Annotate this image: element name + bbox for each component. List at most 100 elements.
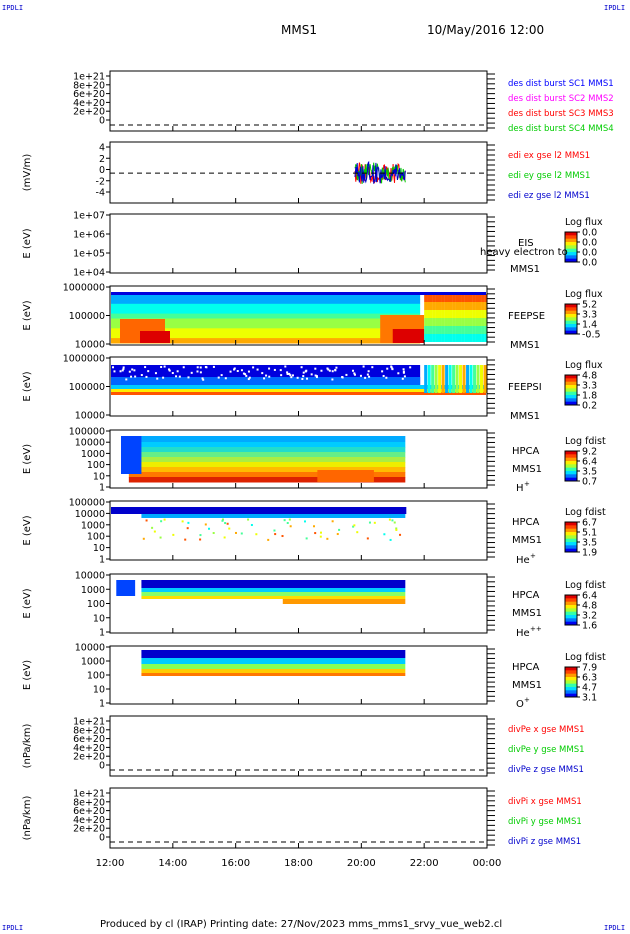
heatmap-gap	[386, 367, 389, 370]
colorbar-segment	[565, 525, 577, 530]
colorbar-segment	[565, 327, 577, 332]
heatmap-gap	[391, 368, 394, 371]
heatmap-band	[111, 507, 407, 514]
panel-frame	[109, 213, 488, 274]
heatmap-dot	[255, 533, 258, 536]
species-label: He	[516, 555, 530, 566]
colorbar-tick-label: 3.3	[582, 381, 597, 392]
instrument-label: EIS	[518, 238, 534, 249]
y-tick-label: 100	[87, 460, 105, 471]
heatmap-gap	[331, 370, 334, 373]
y-tick-label: 6e+20	[73, 734, 105, 745]
heatmap-gap	[212, 365, 215, 368]
y-axis-label: E (eV)	[22, 444, 33, 474]
heatmap-stripe	[478, 310, 482, 318]
colorbar-tick-label: 4.8	[582, 601, 597, 612]
heatmap-gap	[229, 370, 232, 373]
panel-hpca-o	[106, 645, 580, 705]
heatmap-dot	[153, 530, 156, 533]
colorbar-segment	[565, 454, 577, 459]
heatmap-stripe	[467, 294, 471, 302]
heatmap-stripe	[432, 334, 436, 342]
heatmap-gap	[199, 366, 202, 369]
heatmap-stripe	[478, 294, 482, 302]
y-tick-label: 100000	[69, 382, 105, 393]
heatmap-gap	[131, 368, 134, 371]
colorbar-frame	[564, 521, 578, 553]
instrument-label: FEEPSE	[508, 311, 545, 322]
y-tick-label: -2	[96, 176, 105, 187]
y-tick-label: 1000000	[63, 283, 105, 294]
heatmap-stripe	[424, 302, 428, 310]
heatmap-stripe	[478, 334, 482, 342]
y-tick-label: 1e+07	[73, 211, 105, 222]
colorbar-segment	[565, 375, 577, 379]
heatmap-dot	[353, 524, 356, 527]
heatmap-gap	[119, 370, 122, 373]
heatmap-gap	[286, 371, 289, 374]
heatmap-gap	[196, 370, 199, 373]
heatmap-stripe	[438, 334, 442, 342]
heatmap-gap	[156, 377, 159, 380]
heatmap-dot	[313, 525, 316, 528]
y-tick-label: 10000	[75, 509, 105, 520]
heatmap-band	[141, 580, 406, 588]
heatmap-gap	[113, 370, 116, 373]
heatmap-stripe	[449, 294, 453, 302]
x-tick-label: 12:00	[96, 858, 125, 869]
heatmap-top-edge	[111, 292, 486, 295]
heatmap-gap	[382, 374, 385, 377]
heatmap-stripe	[427, 302, 431, 310]
heatmap-gap	[245, 374, 248, 377]
heatmap-stripe	[435, 318, 439, 326]
panel-hpca-h	[106, 429, 580, 489]
heatmap-stripe	[429, 326, 433, 334]
legend-entry: des dist burst SC1 MMS1	[508, 79, 614, 89]
x-tick-label: 22:00	[410, 858, 439, 869]
heatmap-stripe	[484, 334, 488, 342]
heatmap-stripe	[458, 302, 462, 310]
page-title: MMS1	[281, 23, 317, 37]
heatmap-dot	[250, 524, 253, 527]
heatmap-gap	[128, 370, 131, 373]
heatmap-stripe	[435, 294, 439, 302]
heatmap-stripe	[459, 365, 463, 393]
heatmap-gap	[125, 378, 128, 381]
corner-mark: IPDLI	[604, 924, 626, 932]
colorbar-segment	[565, 252, 577, 256]
colorbar-segment	[565, 381, 577, 386]
heatmap-stripe	[484, 326, 488, 334]
colorbar-segment	[565, 385, 577, 389]
colorbar-segment	[565, 378, 577, 383]
heatmap-dot	[395, 527, 398, 530]
y-tick-label: 4	[99, 143, 105, 154]
colorbar-segment	[565, 690, 577, 695]
heatmap-dot	[305, 537, 308, 540]
colorbar-tick-label: 0.0	[582, 248, 597, 259]
heatmap-gap	[301, 378, 304, 381]
heatmap-stripe	[447, 318, 451, 326]
heatmap-gap	[154, 372, 157, 375]
colorbar-segment	[565, 615, 577, 619]
heatmap-band	[141, 669, 406, 673]
corner-mark: IPDLI	[604, 4, 626, 12]
heatmap-stripe	[427, 294, 431, 302]
colorbar-segment	[565, 542, 577, 546]
heatmap-gap	[315, 375, 318, 378]
heatmap-stripe	[464, 318, 468, 326]
y-tick-label: 10	[93, 471, 105, 482]
heatmap-gap	[204, 365, 207, 368]
colorbar-segment	[565, 667, 577, 671]
y-tick-label: 10000	[75, 438, 105, 449]
y-tick-label: 100	[87, 671, 105, 682]
instrument-sublabel: heavy electron to	[480, 247, 568, 258]
colorbar-title: Log flux	[565, 289, 603, 300]
heatmap-gap	[288, 372, 291, 375]
colorbar-segment	[565, 545, 577, 550]
heatmap-gap	[242, 372, 245, 375]
heatmap-stripe	[484, 318, 488, 326]
heatmap-gap	[331, 378, 334, 381]
heatmap-gap	[122, 366, 125, 369]
heatmap-gap	[133, 369, 136, 372]
heatmap-blob	[282, 599, 406, 604]
